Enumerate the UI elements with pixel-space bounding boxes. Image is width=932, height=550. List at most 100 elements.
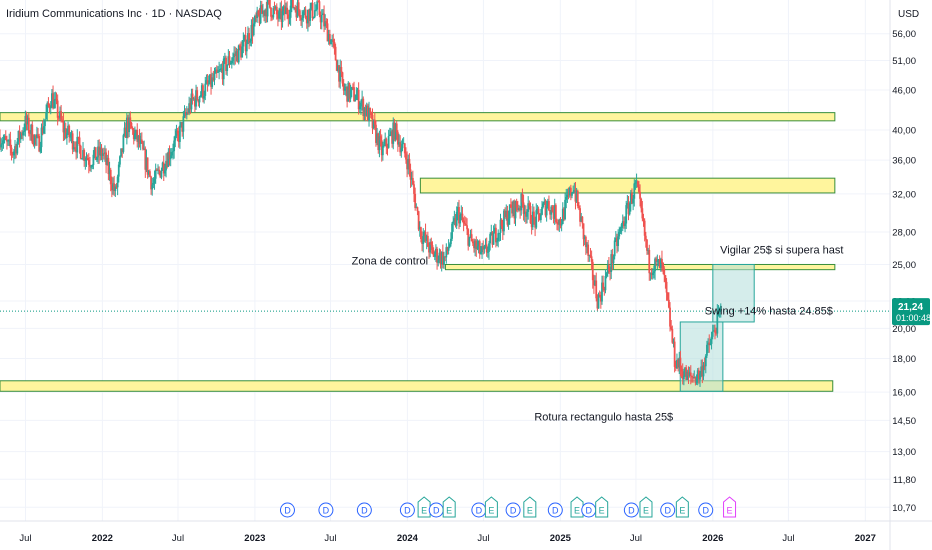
candle-body (452, 221, 455, 224)
candle-body (486, 251, 489, 253)
earnings-marker (442, 496, 456, 518)
candle-body (288, 17, 291, 19)
x-tick-label: Jul (477, 533, 489, 544)
candle-body (115, 186, 118, 188)
x-tick-label: 2024 (397, 533, 419, 544)
candle-body (228, 56, 231, 65)
chart-annotation: Vigilar 25$ si supera hast (720, 244, 843, 256)
candle-body (522, 202, 525, 214)
candle-body (176, 130, 179, 134)
event-marker-label: D (284, 506, 291, 516)
candle-body (483, 246, 486, 250)
candle-body (482, 246, 485, 250)
candle-body (400, 148, 403, 153)
candle-body (576, 190, 579, 207)
price-axis: 56,00 51,00 46,00 40,00 36,00 32,00 28,00 25,00… (889, 0, 932, 550)
event-marker-label: D (433, 506, 440, 516)
candle-body (516, 207, 519, 211)
candle-body (347, 82, 350, 102)
candle-body (646, 239, 648, 251)
candle-body (697, 370, 700, 380)
candle-body (554, 205, 557, 223)
support-resistance-zone (444, 263, 836, 271)
currency-label[interactable]: USD (898, 9, 920, 20)
candle-body (94, 147, 97, 161)
candle-body (603, 288, 606, 291)
candle-body (125, 117, 128, 138)
candle-body (243, 35, 246, 41)
dividend-marker (318, 502, 334, 518)
candle-body (286, 7, 289, 15)
candle-body (566, 194, 569, 198)
candle-body (459, 214, 462, 224)
candle-body (323, 13, 325, 27)
candle-body (363, 107, 366, 117)
candle-body (298, 10, 301, 18)
candle-body (528, 203, 531, 207)
candle-body (559, 219, 562, 226)
candle-body (167, 151, 170, 167)
candle-body (208, 74, 211, 84)
candle-body (360, 102, 362, 107)
candle-body (491, 232, 494, 245)
candle-body (460, 213, 463, 215)
candle-body (680, 368, 683, 372)
candle-body (443, 256, 445, 265)
candle-body (328, 34, 331, 45)
candle-body (280, 8, 283, 22)
candle-body (190, 93, 193, 110)
candle-body (315, 9, 317, 11)
candle-body (371, 114, 374, 129)
candle-body (619, 228, 622, 232)
candle-body (202, 85, 204, 99)
candle-body (165, 160, 167, 171)
event-marker-label: D (510, 506, 517, 516)
candle-body (350, 87, 353, 90)
candle-body (131, 128, 134, 130)
candle-body (650, 272, 653, 276)
candle-body (4, 136, 7, 140)
candle-body (529, 206, 532, 224)
candle-body (21, 133, 23, 136)
candle-body (396, 132, 399, 145)
candle-body (514, 201, 517, 219)
candle-body (76, 136, 79, 153)
candle-body (405, 153, 407, 160)
candle-body (383, 144, 385, 146)
candle-body (153, 178, 156, 184)
x-tick-label: 2027 (855, 533, 876, 544)
dividend-marker (505, 502, 521, 518)
candle-body (473, 243, 475, 249)
event-marker-label: E (599, 506, 605, 516)
candle-body (387, 136, 390, 148)
candle-body (311, 2, 314, 18)
candle-body (338, 65, 340, 82)
candle-body (154, 169, 157, 179)
candle-body (189, 103, 192, 110)
candle-body (45, 112, 48, 120)
candle-body (642, 218, 645, 221)
candle-body (145, 157, 148, 170)
candle-body (474, 240, 477, 249)
candle-body (678, 357, 681, 368)
candle-body (296, 2, 299, 18)
candle-body (521, 193, 524, 203)
candle-body (494, 227, 497, 243)
candle-body (342, 83, 345, 91)
candle-body (150, 176, 152, 190)
candle-body (313, 10, 316, 17)
candle-body (511, 207, 513, 214)
candle-body (199, 95, 202, 97)
candle-body (327, 34, 330, 42)
candle-body (598, 294, 601, 296)
candle-body (109, 169, 112, 185)
candle-body (318, 1, 321, 15)
candle-body (241, 46, 244, 58)
candle-body (343, 88, 346, 91)
candle-body (47, 102, 50, 106)
candle-body (2, 140, 5, 144)
candle-body (688, 372, 691, 376)
candle-body (258, 15, 261, 24)
chart-title: Iridium Communications Inc · 1D · NASDAQ (6, 8, 222, 20)
